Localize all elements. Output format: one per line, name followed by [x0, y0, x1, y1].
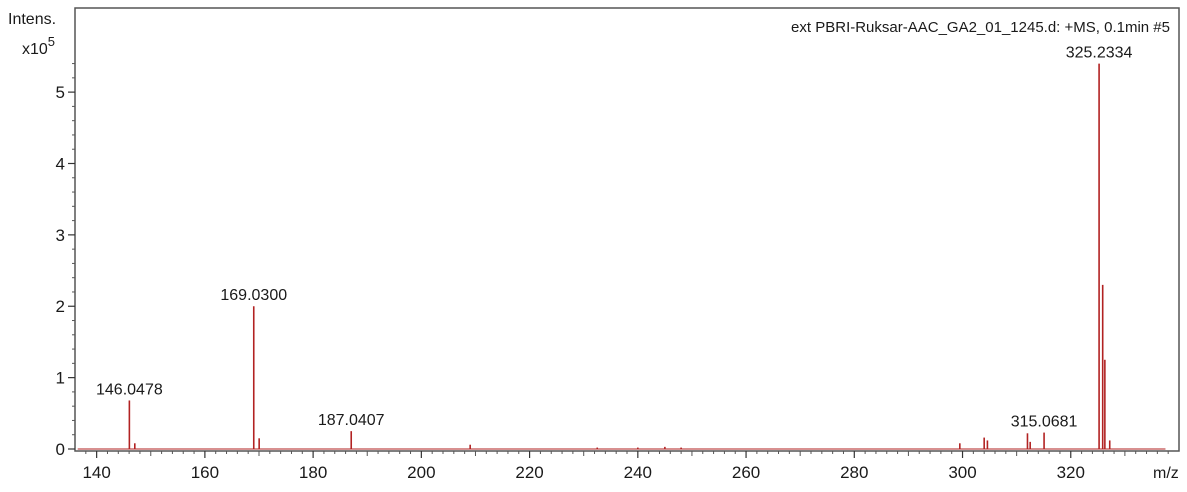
plot-frame: [74, 7, 1180, 452]
x-tick-label: 160: [191, 463, 219, 482]
x-tick-label: 320: [1057, 463, 1085, 482]
y-axis-ticks: 0 1 2 3 4 5: [56, 63, 75, 459]
peak-label: 169.0300: [220, 287, 287, 304]
y-scale-base: x10: [22, 41, 48, 58]
peak-label: 146.0478: [96, 381, 163, 398]
x-axis-ticks: 140 160 180 200 220 240 260 280 300 320: [82, 451, 1169, 482]
peak-lines: [77, 63, 1166, 450]
x-tick-label: 140: [82, 463, 110, 482]
x-tick-label: 220: [515, 463, 543, 482]
y-tick-label: 1: [56, 369, 65, 388]
y-tick-label: 4: [56, 154, 65, 173]
y-tick-label: 0: [56, 440, 65, 459]
x-tick-label: 260: [732, 463, 760, 482]
x-tick-label: 300: [948, 463, 976, 482]
peak-labels: 146.0478 169.0300 187.0407 315.0681 325.2334: [96, 45, 1133, 431]
peak-label: 315.0681: [1011, 414, 1078, 431]
y-tick-label: 2: [56, 297, 65, 316]
y-tick-label: 5: [56, 83, 65, 102]
peak-label: 325.2334: [1066, 45, 1133, 62]
y-axis-title: Intens.: [8, 11, 56, 28]
spectrum-title: ext PBRI-Ruksar-AAC_GA2_01_1245.d: +MS, …: [791, 19, 1170, 36]
y-tick-label: 3: [56, 226, 65, 245]
x-axis-title: m/z: [1153, 465, 1179, 482]
x-tick-label: 180: [299, 463, 327, 482]
peak-label: 187.0407: [318, 412, 385, 429]
y-scale-factor: x105: [22, 34, 55, 58]
x-tick-label: 240: [624, 463, 652, 482]
x-tick-label: 280: [840, 463, 868, 482]
y-scale-exponent: 5: [48, 34, 55, 49]
x-tick-label: 200: [407, 463, 435, 482]
